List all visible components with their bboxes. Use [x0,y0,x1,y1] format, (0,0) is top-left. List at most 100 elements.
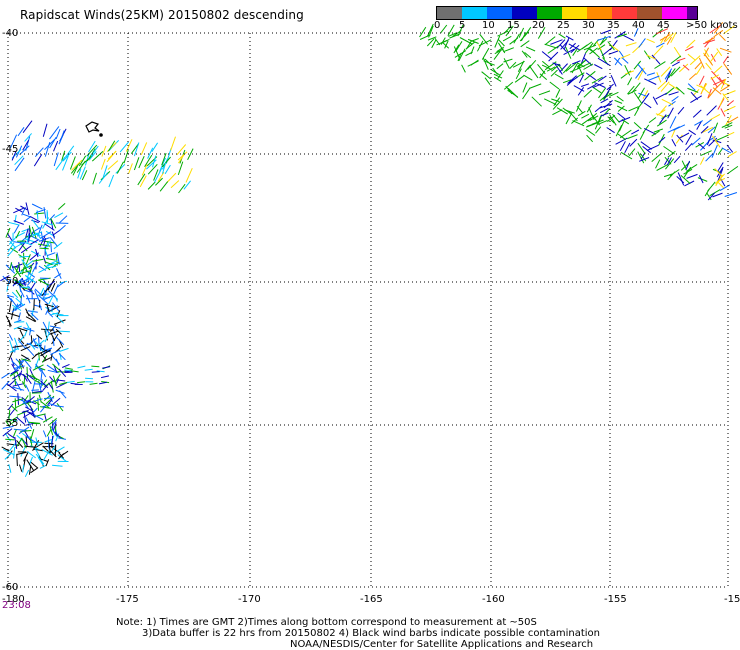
wind-barb [514,75,525,83]
wind-barb [12,383,24,387]
wind-barb [18,312,21,320]
wind-barb [583,63,594,70]
lat-label: -55 [2,418,18,429]
wind-barb [187,148,194,161]
wind-barb [567,75,577,84]
wind-barb [58,437,66,440]
wind-barb [629,138,638,147]
wind-barb [689,55,701,66]
wind-barb [10,247,19,254]
wind-barb [40,406,51,409]
wind-barb [46,303,50,313]
wind-barb [725,114,732,126]
wind-barb [11,304,22,311]
wind-barb [493,76,502,82]
wind-barb [98,172,109,184]
wind-barb [46,252,56,257]
wind-barb [19,270,31,275]
wind-barb [58,130,65,144]
wind-barb [655,159,661,169]
wind-barb [25,435,37,444]
wind-barb [177,161,184,176]
wind-speed-legend: 0 5 10 15 20 25 30 35 40 45 >50 knots [434,6,738,32]
wind-barb [13,266,22,278]
legend-label: 30 [582,20,595,31]
wind-barb [13,220,24,225]
wind-barb [633,27,639,37]
wind-barb [10,369,19,375]
wind-barb [481,71,492,80]
wind-barb [30,343,36,350]
wind-barb [161,152,167,166]
wind-barb [17,393,19,405]
wind-barb [666,36,672,45]
wind-barb [580,53,586,64]
time-label: 23:08 [2,600,31,611]
wind-barb [53,140,59,152]
wind-barb [481,47,490,60]
wind-barb [48,214,56,221]
wind-barb [20,264,33,272]
wind-barb [670,66,681,77]
wind-barb [50,353,53,361]
wind-barb [49,330,59,335]
wind-barb [133,142,140,157]
wind-barb [30,250,41,257]
wind-barb [442,42,450,49]
wind-barb [665,71,671,83]
wind-barb [549,81,560,90]
wind-barb [628,106,639,112]
wind-barb [668,91,679,96]
wind-barb [624,64,631,76]
wind-barb [712,192,723,198]
wind-barb [589,47,598,55]
wind-barb [703,47,710,57]
wind-barb [461,64,466,73]
wind-barb [46,364,57,372]
wind-barb [710,51,719,62]
legend-swatch [637,7,662,19]
wind-barb [656,119,667,127]
wind-barb [690,91,699,101]
wind-barb [581,117,592,125]
wind-barb [115,163,126,174]
wind-barb [38,277,51,281]
wind-barb [147,163,158,175]
wind-barb [50,242,52,253]
wind-barb [54,374,61,383]
wind-barb [24,342,33,347]
wind-barb [599,38,608,46]
wind-barb [16,360,24,370]
wind-barb [563,48,575,56]
wind-barb [13,270,19,278]
island-dot [99,133,103,137]
wind-barb [552,98,563,110]
wind-barb [91,371,100,373]
wind-barb [669,116,677,129]
wind-barb [40,401,50,409]
wind-barb [656,164,669,171]
wind-barb [155,177,163,186]
wind-barb [20,445,27,457]
wind-barb [48,403,59,407]
wind-barbs-layer [0,21,739,478]
wind-barb [607,41,615,51]
wind-barb [33,378,43,385]
legend-label: 45 [657,20,670,31]
wind-barb [49,236,59,248]
wind-barb [15,402,25,409]
wind-barb [108,174,115,188]
wind-barb [659,114,667,124]
wind-barb [119,141,129,153]
wind-barb [601,29,612,35]
wind-barb [637,142,646,155]
wind-barb [617,33,628,38]
wind-barb [170,180,180,189]
wind-barb [680,175,691,185]
wind-barb [726,100,735,106]
wind-barb [40,352,47,361]
wind-barb [46,429,52,437]
wind-barb [551,98,560,102]
wind-barb [178,183,186,194]
wind-barb [28,272,34,281]
